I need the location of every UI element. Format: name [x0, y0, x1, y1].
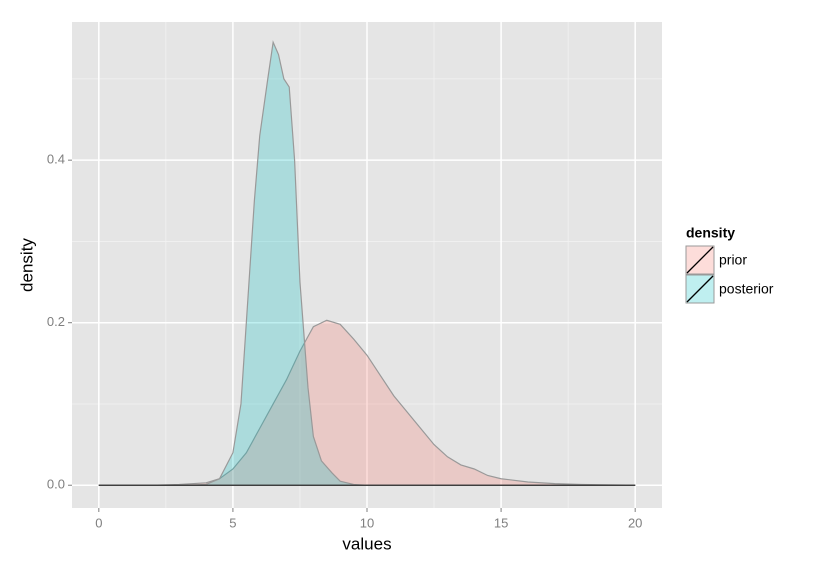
x-tick-label: 20 — [628, 515, 642, 530]
y-tick-label: 0.0 — [47, 477, 65, 492]
x-tick-label: 10 — [360, 515, 374, 530]
y-tick-label: 0.4 — [47, 152, 65, 167]
density-area — [98, 40, 636, 486]
y-tick-label: 0.2 — [47, 314, 65, 329]
legend-key-line — [686, 275, 714, 303]
x-axis-title: values — [342, 534, 391, 553]
density-area — [98, 319, 636, 486]
legend-title: density — [686, 225, 735, 241]
x-tick-label: 0 — [95, 515, 102, 530]
x-tick-label: 15 — [494, 515, 508, 530]
legend-label: prior — [719, 252, 747, 268]
x-tick-label: 5 — [229, 515, 236, 530]
y-axis-title: density — [17, 238, 36, 292]
legend-label: posterior — [719, 281, 774, 297]
legend-key-line — [686, 246, 714, 274]
